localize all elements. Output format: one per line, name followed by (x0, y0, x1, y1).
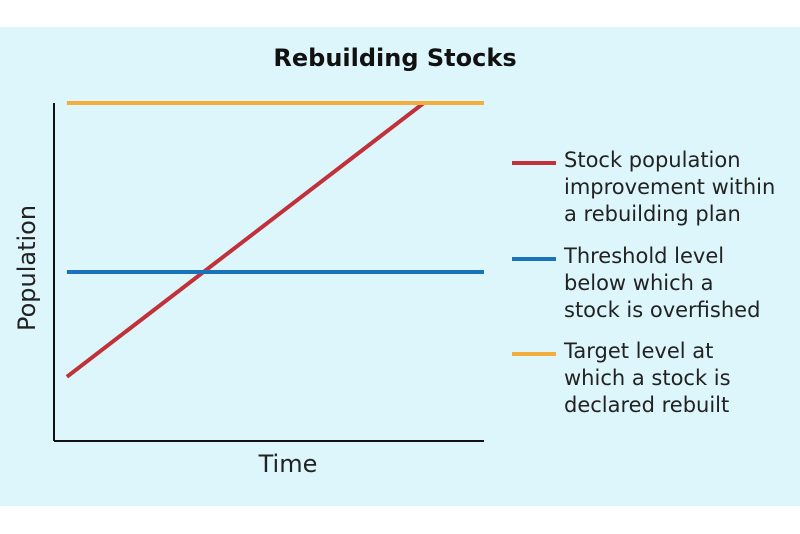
y-axis-label: Population (13, 204, 41, 332)
legend-label: Threshold level below which a stock is o… (564, 243, 800, 324)
legend-label: Target level at which a stock is declare… (564, 338, 800, 419)
legend-label: Stock population improvement within a re… (564, 147, 800, 228)
series-line-stock-population (65, 101, 426, 379)
chart-title: Rebuilding Stocks (273, 44, 517, 72)
series-layer (65, 101, 484, 379)
legend-swatch-orange (512, 352, 556, 356)
legend-label-line: below which a (564, 271, 714, 295)
legend-label-line: a rebuilding plan (564, 202, 741, 226)
legend-label-line: declared rebuilt (564, 393, 730, 417)
chart-background (0, 27, 800, 506)
legend-label-line: stock is overfished (564, 298, 761, 322)
legend-swatch-red (512, 161, 556, 165)
legend-swatch-blue (512, 257, 556, 261)
legend-label-line: Threshold level (564, 244, 725, 268)
legend-label-line: which a stock is (564, 366, 731, 390)
legend-label-line: Stock population (564, 148, 741, 172)
legend-label-line: Target level at (564, 339, 714, 363)
legend-label-line: improvement within (564, 175, 776, 199)
x-axis-label: Time (258, 450, 318, 478)
